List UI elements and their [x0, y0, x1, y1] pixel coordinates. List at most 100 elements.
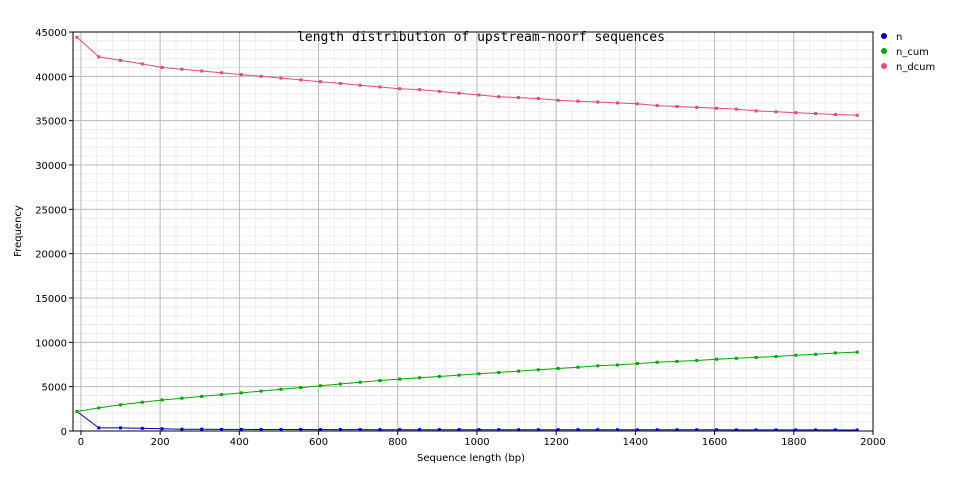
data-point-n — [200, 427, 204, 431]
data-point-n_dcum — [259, 74, 263, 78]
data-point-n_cum — [576, 365, 580, 369]
data-point-n_cum — [378, 378, 382, 382]
minor-grid — [73, 32, 873, 431]
data-point-n_cum — [774, 355, 778, 359]
data-point-n — [556, 428, 560, 432]
data-point-n_dcum — [814, 112, 818, 116]
data-point-n — [180, 427, 184, 431]
data-point-n — [596, 428, 600, 432]
data-point-n — [398, 428, 402, 432]
series-n — [75, 409, 859, 432]
legend-label-n_cum: n_cum — [896, 47, 929, 58]
legend-label-n_dcum: n_dcum — [896, 62, 935, 73]
legend-marker-n — [881, 33, 887, 39]
data-point-n_cum — [279, 387, 283, 391]
y-tick-labels: 0 5000 10000 15000 20000 25000 30000 35000 40000… — [35, 28, 73, 438]
x-tick-label: 1200 — [543, 437, 568, 448]
data-point-n_dcum — [338, 81, 342, 85]
data-point-n_dcum — [398, 87, 402, 91]
data-point-n_dcum — [517, 96, 521, 100]
x-tick-label: 1600 — [702, 437, 727, 448]
data-point-n_cum — [616, 363, 620, 367]
data-point-n_dcum — [855, 113, 859, 117]
data-point-n_dcum — [279, 76, 283, 80]
data-point-n — [675, 428, 679, 432]
x-tick-label: 1400 — [623, 437, 648, 448]
data-point-n_dcum — [140, 62, 144, 66]
data-point-n_dcum — [635, 102, 639, 106]
data-point-n_cum — [319, 384, 323, 388]
data-point-n_dcum — [794, 111, 798, 115]
data-point-n_dcum — [536, 97, 540, 100]
series-line-n — [76, 411, 858, 431]
data-point-n_cum — [794, 353, 798, 357]
x-tick-labels: 0 200 400 600 800 1000 1200 1400 1600 1800 2000 — [78, 431, 886, 448]
data-point-n — [220, 427, 224, 431]
y-tick-label: 20000 — [35, 250, 67, 261]
data-point-n_dcum — [497, 95, 501, 99]
data-point-n_cum — [695, 359, 699, 363]
data-point-n_dcum — [774, 110, 778, 114]
data-point-n_dcum — [180, 67, 184, 71]
data-point-n — [239, 427, 243, 431]
x-tick-label: 200 — [151, 437, 170, 448]
data-point-n_dcum — [695, 105, 699, 109]
data-point-n_cum — [200, 394, 204, 398]
plot-frame — [72, 31, 874, 432]
plot-background — [73, 32, 873, 431]
data-point-n — [715, 428, 719, 432]
data-point-n_dcum — [616, 101, 620, 105]
x-tick-label: 2000 — [860, 437, 885, 448]
data-point-n_cum — [437, 374, 441, 378]
data-point-n_dcum — [97, 55, 101, 59]
data-point-n — [457, 428, 461, 432]
data-point-n_dcum — [437, 89, 441, 93]
legend: n n_cum n_dcum — [881, 32, 935, 73]
data-point-n_cum — [536, 368, 540, 372]
data-point-n_cum — [299, 386, 303, 390]
data-point-n — [119, 426, 123, 430]
data-point-n_cum — [497, 370, 501, 374]
y-tick-label: 5000 — [42, 383, 67, 394]
data-point-n_cum — [517, 369, 521, 373]
data-point-n_cum — [556, 366, 560, 370]
x-axis-label: Sequence length (bp) — [417, 453, 525, 464]
data-point-n_dcum — [220, 71, 224, 75]
data-point-n — [734, 428, 738, 432]
y-tick-label: 40000 — [35, 72, 67, 83]
data-point-n — [299, 427, 303, 431]
legend-marker-n_dcum — [881, 63, 887, 69]
data-point-n_dcum — [576, 99, 580, 103]
data-point-n — [358, 428, 362, 432]
data-point-n_cum — [239, 391, 243, 395]
data-point-n — [635, 428, 639, 432]
series-n_cum — [75, 350, 859, 413]
data-point-n_cum — [655, 360, 659, 364]
data-point-n — [814, 428, 818, 432]
x-tick-label: 400 — [230, 437, 249, 448]
data-point-n — [517, 428, 521, 432]
data-point-n_cum — [715, 357, 719, 361]
data-point-n_dcum — [75, 35, 79, 39]
data-point-n — [338, 428, 342, 432]
data-point-n_dcum — [556, 98, 560, 102]
series-layer — [75, 35, 859, 432]
data-point-n — [160, 427, 164, 431]
data-point-n_cum — [259, 389, 263, 393]
data-point-n_cum — [338, 382, 342, 386]
data-point-n_cum — [734, 356, 738, 360]
data-point-n_cum — [675, 359, 679, 363]
data-point-n_cum — [160, 398, 164, 402]
data-point-n — [616, 428, 620, 432]
data-point-n_cum — [220, 393, 224, 397]
legend-label-n: n — [896, 32, 902, 43]
data-point-n_cum — [814, 352, 818, 356]
data-point-n — [655, 428, 659, 432]
data-point-n — [477, 428, 481, 432]
data-point-n — [437, 428, 441, 432]
data-point-n — [140, 426, 144, 430]
data-point-n_dcum — [319, 80, 323, 84]
data-point-n — [774, 428, 778, 432]
data-point-n — [754, 428, 758, 432]
